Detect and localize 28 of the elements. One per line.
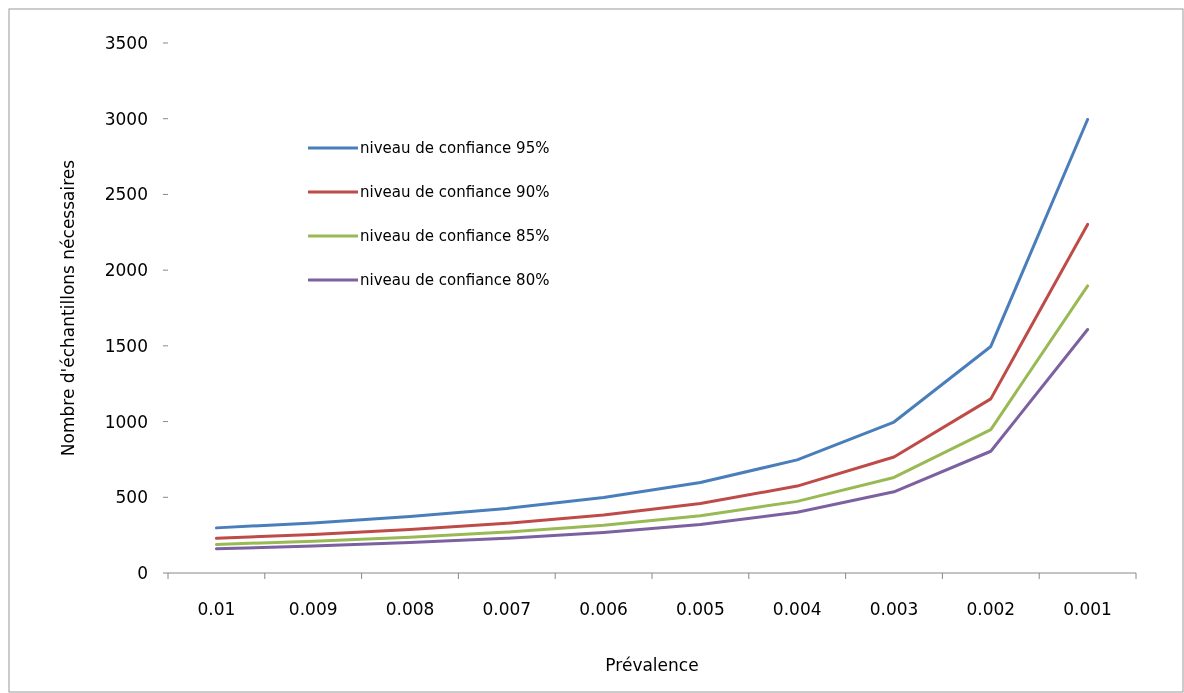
y-axis-title: Nombre d'échantillons nécessaires: [58, 159, 78, 457]
x-tick-label: 0.007: [482, 599, 532, 619]
y-tick-label: 3000: [104, 108, 148, 129]
x-axis-title: Prévalence: [605, 655, 699, 675]
y-tick-label: 1000: [104, 411, 148, 432]
x-tick-label: 0.002: [966, 599, 1016, 619]
legend-label: niveau de confiance 95%: [360, 139, 550, 158]
x-tick-label: 0.004: [772, 599, 822, 619]
x-tick-label: 0.001: [1063, 599, 1112, 619]
line-series: [214, 117, 1090, 530]
line-series: [214, 284, 1090, 546]
y-tick-label: 1500: [104, 335, 148, 356]
y-tick-label: 2500: [104, 184, 148, 205]
x-tick-label: 0.005: [676, 599, 725, 619]
legend-label: niveau de confiance 85%: [360, 227, 550, 246]
y-tick-label: 500: [115, 487, 148, 508]
x-tick-label: 0.008: [385, 599, 435, 619]
x-tick-label: 0.003: [869, 599, 919, 619]
line-series: [214, 328, 1090, 551]
x-tick-label: 0.009: [288, 599, 338, 619]
legend-label: niveau de confiance 80%: [360, 271, 550, 290]
x-tick-label: 0.006: [579, 599, 628, 619]
y-tick-label: 0: [137, 562, 148, 583]
legend-label: niveau de confiance 90%: [360, 183, 550, 202]
y-tick-label: 2000: [104, 260, 148, 281]
x-tick-label: 0.01: [197, 599, 236, 619]
y-tick-label: 3500: [104, 32, 148, 53]
line-series: [214, 222, 1090, 540]
